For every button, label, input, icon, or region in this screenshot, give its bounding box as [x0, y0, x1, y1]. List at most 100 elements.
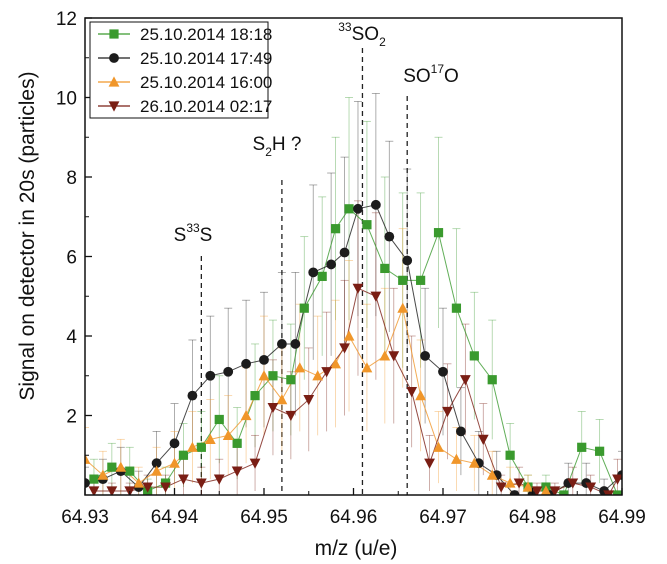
data-point: [299, 303, 309, 313]
data-point: [240, 409, 252, 421]
data-point: [420, 350, 430, 361]
y-tick-label: 6: [66, 248, 77, 269]
legend-label: 25.10.2014 18:18: [140, 25, 272, 44]
data-point: [178, 474, 189, 485]
x-tick-label: 64.99: [598, 507, 646, 528]
data-point: [398, 275, 408, 285]
data-point: [232, 438, 242, 448]
y-axis: 2 4 6 8 10 12: [56, 9, 92, 456]
legend-label: 25.10.2014 16:00: [140, 73, 272, 92]
data-point: [595, 446, 605, 456]
data-point: [187, 390, 198, 401]
data-point: [223, 366, 234, 377]
x-axis-title: m/z (u/e): [315, 537, 398, 560]
x-tick-label: 64.96: [330, 507, 378, 528]
data-point: [312, 370, 324, 381]
data-point: [459, 375, 471, 386]
y-tick-label: 10: [56, 89, 77, 110]
data-point: [540, 485, 551, 495]
data-point: [505, 450, 515, 460]
legend-label: 25.10.2014 17:49: [140, 49, 272, 68]
data-point: [361, 362, 373, 373]
data-point: [106, 486, 118, 495]
data-point: [344, 204, 354, 214]
data-point: [268, 371, 278, 381]
data-point: [178, 450, 189, 460]
data-point: [213, 474, 225, 485]
data-point: [509, 490, 520, 495]
data-point: [370, 291, 382, 302]
data-point: [195, 478, 207, 489]
data-point: [603, 490, 614, 495]
data-point: [456, 426, 466, 437]
data-point: [331, 224, 341, 234]
data-point: [612, 474, 622, 485]
data-point: [133, 477, 145, 488]
data-point: [442, 406, 453, 418]
data-point: [88, 486, 100, 495]
data-point: [577, 442, 587, 452]
data-point: [290, 339, 301, 349]
data-point: [321, 367, 333, 378]
peak-annotations: S33S S2H ? 33SO2 SO17O: [174, 20, 459, 246]
data-point: [222, 429, 234, 440]
legend-marker: [108, 76, 120, 87]
data-point: [196, 442, 206, 452]
peak-label: S33S: [174, 221, 213, 246]
data-point: [339, 247, 350, 258]
data-point: [424, 458, 435, 469]
data-point: [250, 391, 260, 401]
data-point: [151, 465, 162, 476]
data-point: [495, 482, 507, 493]
data-point: [258, 370, 270, 381]
data-point: [97, 469, 109, 480]
data-point: [406, 387, 418, 398]
annotation-lines: [200, 48, 408, 495]
data-point: [160, 482, 171, 493]
data-point: [397, 302, 409, 313]
data-point: [486, 469, 498, 480]
x-axis: 64.93 64.94 64.95 64.96 64.97 64.98 64.99: [61, 488, 646, 528]
data-point: [276, 394, 288, 405]
data-point: [187, 441, 198, 452]
data-point: [477, 434, 489, 445]
data-point: [285, 410, 297, 422]
data-point: [362, 220, 372, 230]
data-point: [107, 462, 117, 472]
data-point: [487, 375, 497, 385]
data-point: [468, 457, 480, 468]
data-point: [286, 375, 296, 385]
data-point: [352, 283, 364, 294]
x-tick-label: 64.95: [240, 507, 288, 528]
data-point: [549, 486, 561, 495]
data-point: [388, 351, 400, 362]
data-point: [402, 255, 413, 266]
data-point: [204, 433, 216, 444]
data-point: [303, 395, 315, 406]
data-point: [353, 203, 363, 214]
data-point: [317, 271, 327, 281]
data-point: [415, 390, 427, 401]
data-point: [343, 330, 355, 341]
data-point: [249, 458, 261, 469]
peak-label: 33SO2: [338, 20, 386, 49]
data-point: [125, 466, 135, 476]
data-point: [416, 275, 426, 285]
series-markers: [85, 199, 622, 495]
x-tick-label: 64.93: [61, 507, 109, 528]
legend-marker: [109, 29, 119, 39]
data-point: [451, 453, 462, 464]
series-line: [85, 204, 622, 495]
data-point: [469, 351, 479, 361]
series-line: [93, 208, 618, 495]
data-point: [169, 438, 180, 449]
data-point: [559, 490, 569, 495]
legend-label: 26.10.2014 02:17: [140, 97, 272, 116]
data-point: [433, 228, 444, 238]
data-point: [380, 263, 390, 274]
x-tick-label: 64.94: [151, 507, 199, 528]
legend-marker: [109, 53, 119, 63]
y-axis-title: Signal on detector in 20s (particles): [16, 71, 39, 400]
data-point: [585, 482, 597, 493]
